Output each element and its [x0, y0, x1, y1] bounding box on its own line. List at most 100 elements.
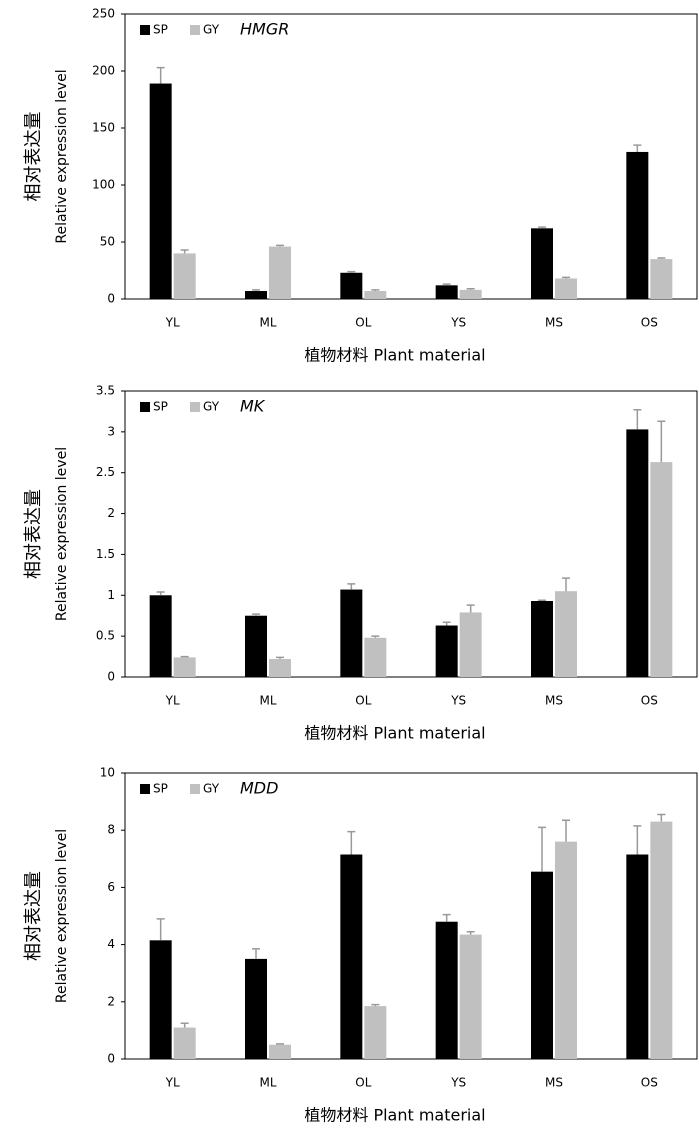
y-tick-label: 1 [107, 588, 115, 602]
x-tick-label: OL [355, 316, 371, 330]
plot-frame [124, 390, 698, 678]
bar [364, 637, 387, 677]
legend-label: GY [203, 23, 220, 37]
bar [245, 291, 267, 299]
bar [269, 246, 291, 299]
error-bar [538, 826, 546, 872]
bar [555, 841, 577, 1059]
error-bar [466, 930, 475, 935]
bar [269, 659, 291, 677]
bar [173, 1027, 196, 1059]
y-tick-label: 0.5 [96, 629, 115, 643]
y-tick-label: 2.5 [96, 465, 115, 479]
bar [340, 272, 363, 299]
x-axis-label: 植物材料 Plant material [304, 1106, 485, 1125]
bar [173, 253, 196, 299]
x-tick-label: YL [165, 694, 180, 708]
y-tick-label: 100 [92, 178, 115, 192]
error-bar [347, 830, 356, 855]
x-tick-label: ML [259, 316, 276, 330]
chart-title: MDD [240, 779, 278, 798]
error-bar [657, 257, 666, 260]
x-tick-label: YL [165, 1076, 180, 1090]
chart-title: MK [240, 397, 266, 416]
bar [340, 589, 363, 677]
bar [435, 285, 458, 299]
y-axis-label: Relative expression level [54, 829, 70, 1003]
bar [626, 151, 649, 299]
legend-label: SP [153, 782, 168, 796]
bar [531, 228, 553, 299]
legend-label: GY [203, 782, 220, 796]
y-tick-label: 0 [107, 292, 115, 306]
y-axis-label: 相对表达量 [23, 871, 44, 961]
x-axis-label: 植物材料 Plant material [304, 724, 485, 743]
legend-label: SP [153, 400, 168, 414]
bar [435, 921, 458, 1059]
x-tick-label: ML [259, 694, 276, 708]
bar [626, 854, 649, 1059]
y-tick-label: 3.5 [96, 384, 115, 398]
x-tick-label: MS [545, 316, 563, 330]
error-bar [371, 1003, 380, 1007]
error-bar [180, 249, 189, 254]
bar [269, 1044, 291, 1059]
bar [459, 934, 482, 1059]
bar [650, 462, 673, 677]
legend-swatch [140, 784, 150, 794]
y-axis-label: 相对表达量 [23, 489, 44, 579]
legend-swatch [140, 25, 150, 35]
legend-swatch [190, 402, 200, 412]
bar [149, 595, 172, 677]
error-bar [633, 825, 642, 855]
error-bar [538, 226, 546, 229]
error-bar [442, 283, 451, 286]
bar [459, 289, 482, 299]
plot-frame [124, 772, 698, 1060]
error-bar [657, 813, 666, 822]
error-bar [347, 270, 356, 273]
error-bar [633, 144, 642, 152]
x-tick-label: MS [545, 694, 563, 708]
x-tick-label: YS [450, 694, 466, 708]
y-tick-label: 3 [107, 424, 115, 438]
bar [364, 1006, 387, 1059]
error-bar [371, 289, 380, 292]
error-bar [156, 918, 165, 941]
y-tick-label: 2 [107, 994, 115, 1008]
y-tick-label: 8 [107, 823, 115, 837]
bar [555, 591, 577, 677]
x-tick-label: YS [450, 316, 466, 330]
legend-label: GY [203, 400, 220, 414]
y-axis-label: 相对表达量 [23, 112, 44, 202]
y-tick-label: 6 [107, 880, 115, 894]
error-bar [538, 599, 546, 602]
bar [626, 429, 649, 677]
x-tick-label: YS [450, 1076, 466, 1090]
plot-frame [124, 13, 698, 300]
error-bar [442, 621, 451, 626]
error-bar [466, 604, 475, 613]
bar [173, 657, 196, 677]
x-tick-label: OS [641, 1076, 658, 1090]
x-tick-label: OS [641, 316, 658, 330]
error-bar [252, 948, 260, 959]
error-bar [252, 289, 260, 292]
bar [340, 854, 363, 1059]
error-bar [276, 1043, 284, 1045]
error-bar [442, 913, 451, 922]
y-axis-label: Relative expression level [54, 447, 70, 621]
x-tick-label: OL [355, 1076, 371, 1090]
y-tick-label: 4 [107, 937, 115, 951]
error-bar [180, 655, 189, 658]
x-axis-label: 植物材料 Plant material [304, 346, 485, 365]
y-tick-label: 1.5 [96, 547, 115, 561]
bar [245, 615, 267, 677]
error-bar [466, 287, 475, 290]
legend-label: SP [153, 23, 168, 37]
y-axis-label: Relative expression level [54, 69, 70, 243]
error-bar [252, 613, 260, 616]
x-tick-label: YL [165, 316, 180, 330]
error-bar [562, 577, 570, 592]
bar [149, 83, 172, 299]
